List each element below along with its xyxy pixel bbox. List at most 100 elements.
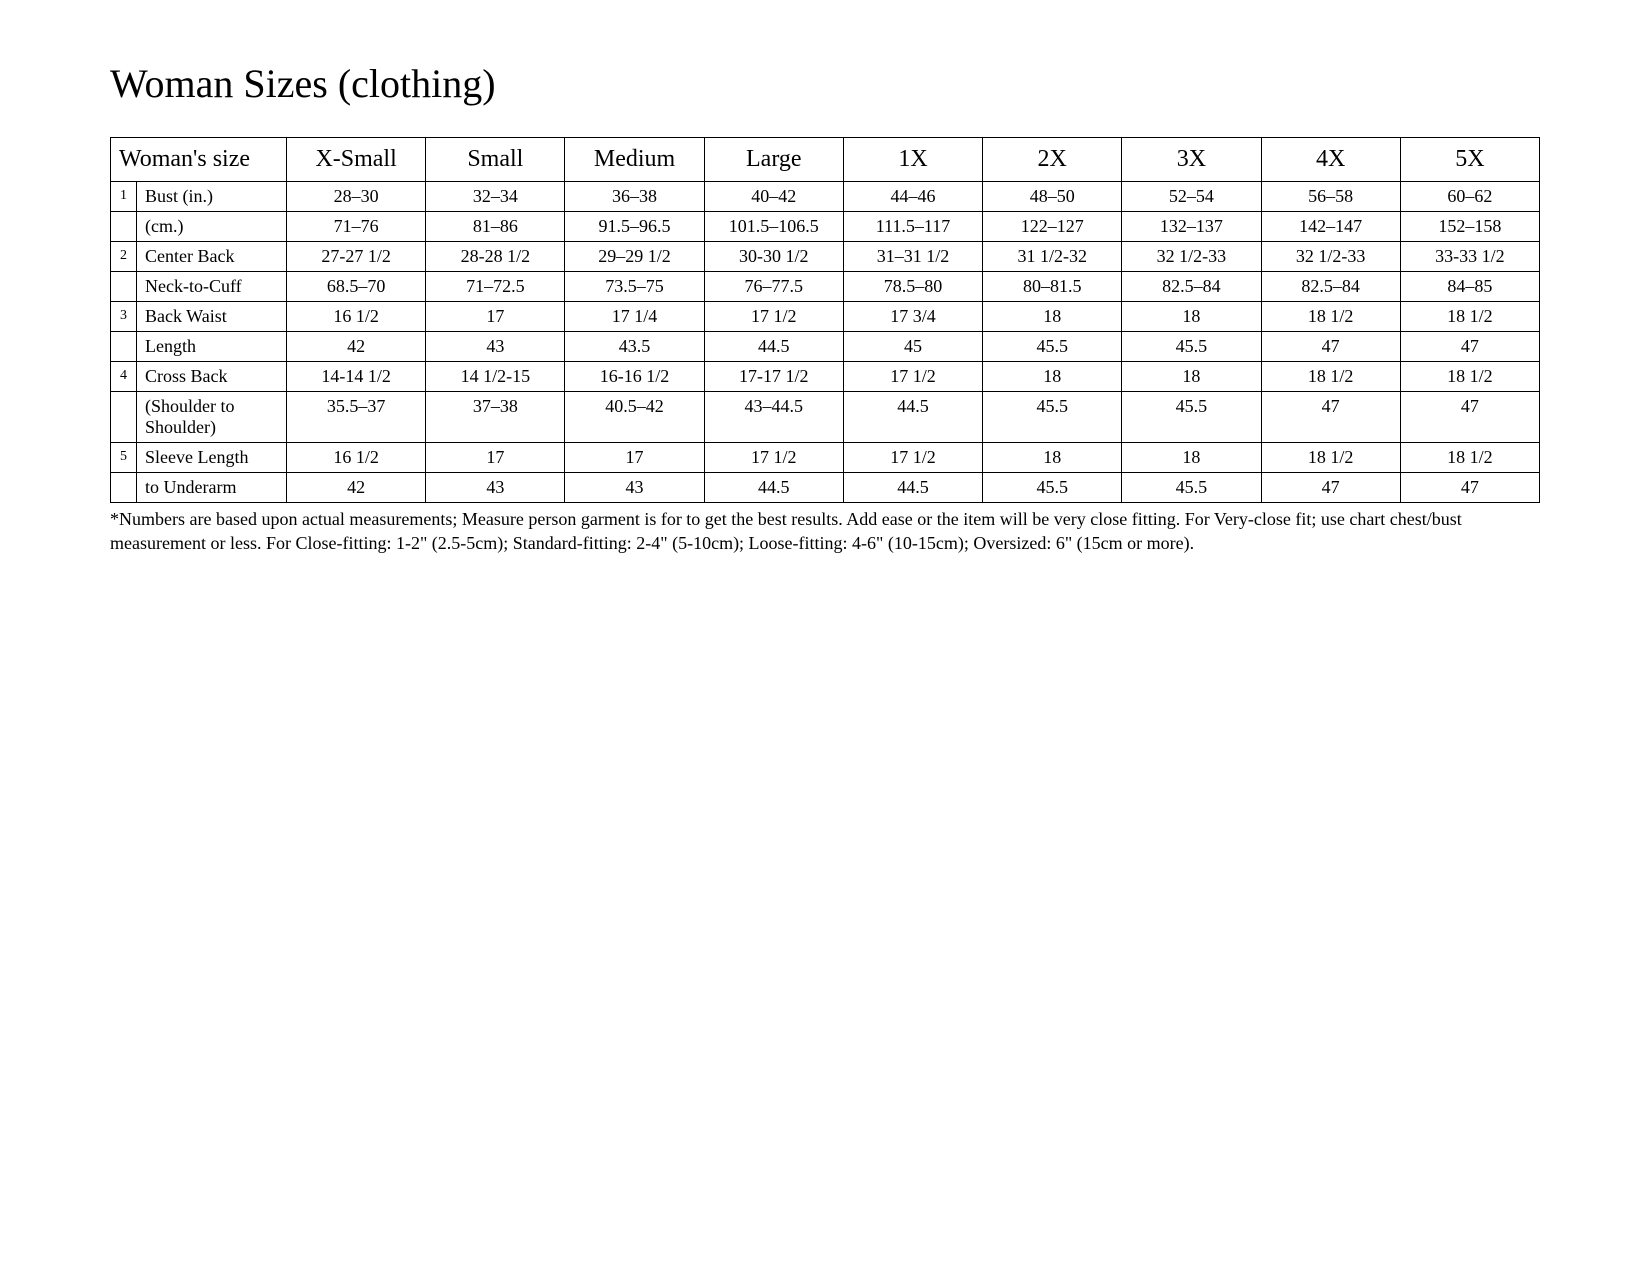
table-cell: 71–72.5 — [426, 272, 565, 302]
row-label: Center Back — [137, 242, 287, 272]
table-row: Length424343.544.54545.545.54747 — [111, 332, 1540, 362]
table-cell: 18 — [983, 443, 1122, 473]
table-cell: 17 — [426, 302, 565, 332]
table-row: 1Bust (in.)28–3032–3436–3840–4244–4648–5… — [111, 182, 1540, 212]
table-cell: 43.5 — [565, 332, 704, 362]
table-cell: 60–62 — [1400, 182, 1539, 212]
column-header: Small — [426, 138, 565, 182]
table-cell: 47 — [1400, 332, 1539, 362]
table-cell: 44.5 — [843, 392, 982, 443]
table-cell: 18 1/2 — [1261, 443, 1400, 473]
table-cell: 17-17 1/2 — [704, 362, 843, 392]
table-header-row: Woman's size X-Small Small Medium Large … — [111, 138, 1540, 182]
table-cell: 78.5–80 — [843, 272, 982, 302]
column-header: Woman's size — [111, 138, 287, 182]
table-cell: 32 1/2-33 — [1122, 242, 1261, 272]
table-cell: 18 1/2 — [1261, 362, 1400, 392]
row-number: 1 — [111, 182, 137, 212]
table-cell: 43–44.5 — [704, 392, 843, 443]
table-row: Neck-to-Cuff68.5–7071–72.573.5–7576–77.5… — [111, 272, 1540, 302]
table-cell: 42 — [287, 332, 426, 362]
table-cell: 16-16 1/2 — [565, 362, 704, 392]
table-row: 5Sleeve Length16 1/2171717 1/217 1/21818… — [111, 443, 1540, 473]
table-cell: 111.5–117 — [843, 212, 982, 242]
table-cell: 17 1/2 — [704, 302, 843, 332]
column-header: 3X — [1122, 138, 1261, 182]
page-title: Woman Sizes (clothing) — [110, 60, 1540, 107]
row-number: 2 — [111, 242, 137, 272]
table-cell: 73.5–75 — [565, 272, 704, 302]
column-header: X-Small — [287, 138, 426, 182]
column-header: Large — [704, 138, 843, 182]
table-cell: 31–31 1/2 — [843, 242, 982, 272]
row-number — [111, 272, 137, 302]
table-cell: 43 — [565, 473, 704, 503]
table-cell: 44–46 — [843, 182, 982, 212]
table-cell: 32–34 — [426, 182, 565, 212]
footnote-text: *Numbers are based upon actual measureme… — [110, 507, 1540, 556]
table-cell: 101.5–106.5 — [704, 212, 843, 242]
table-cell: 40.5–42 — [565, 392, 704, 443]
table-cell: 80–81.5 — [983, 272, 1122, 302]
column-header: 2X — [983, 138, 1122, 182]
table-cell: 132–137 — [1122, 212, 1261, 242]
table-cell: 37–38 — [426, 392, 565, 443]
row-label: Sleeve Length — [137, 443, 287, 473]
table-cell: 42 — [287, 473, 426, 503]
table-cell: 18 1/2 — [1400, 362, 1539, 392]
table-cell: 82.5–84 — [1261, 272, 1400, 302]
table-cell: 17 1/2 — [704, 443, 843, 473]
row-label: Neck-to-Cuff — [137, 272, 287, 302]
table-cell: 45.5 — [983, 332, 1122, 362]
table-cell: 30-30 1/2 — [704, 242, 843, 272]
table-cell: 36–38 — [565, 182, 704, 212]
table-cell: 43 — [426, 473, 565, 503]
table-row: 3Back Waist16 1/21717 1/417 1/217 3/4181… — [111, 302, 1540, 332]
column-header: 4X — [1261, 138, 1400, 182]
column-header: 1X — [843, 138, 982, 182]
column-header: Medium — [565, 138, 704, 182]
table-cell: 45.5 — [983, 392, 1122, 443]
row-label: Bust (in.) — [137, 182, 287, 212]
table-cell: 27-27 1/2 — [287, 242, 426, 272]
table-cell: 152–158 — [1400, 212, 1539, 242]
table-cell: 17 3/4 — [843, 302, 982, 332]
table-cell: 47 — [1400, 473, 1539, 503]
table-cell: 16 1/2 — [287, 443, 426, 473]
table-cell: 28–30 — [287, 182, 426, 212]
table-cell: 47 — [1261, 332, 1400, 362]
table-cell: 18 1/2 — [1400, 443, 1539, 473]
table-cell: 43 — [426, 332, 565, 362]
table-cell: 14-14 1/2 — [287, 362, 426, 392]
table-cell: 45 — [843, 332, 982, 362]
table-cell: 45.5 — [983, 473, 1122, 503]
table-cell: 18 — [1122, 362, 1261, 392]
table-cell: 68.5–70 — [287, 272, 426, 302]
table-cell: 91.5–96.5 — [565, 212, 704, 242]
table-cell: 142–147 — [1261, 212, 1400, 242]
table-cell: 28-28 1/2 — [426, 242, 565, 272]
row-label: to Underarm — [137, 473, 287, 503]
table-row: (cm.)71–7681–8691.5–96.5101.5–106.5111.5… — [111, 212, 1540, 242]
table-row: to Underarm42434344.544.545.545.54747 — [111, 473, 1540, 503]
table-cell: 17 — [426, 443, 565, 473]
table-cell: 45.5 — [1122, 332, 1261, 362]
column-header: 5X — [1400, 138, 1539, 182]
table-cell: 47 — [1261, 392, 1400, 443]
table-cell: 45.5 — [1122, 392, 1261, 443]
row-number — [111, 392, 137, 443]
table-cell: 47 — [1261, 473, 1400, 503]
row-number: 5 — [111, 443, 137, 473]
table-cell: 44.5 — [704, 473, 843, 503]
row-label: Length — [137, 332, 287, 362]
row-label: (cm.) — [137, 212, 287, 242]
row-label: Cross Back — [137, 362, 287, 392]
table-cell: 122–127 — [983, 212, 1122, 242]
table-cell: 18 — [1122, 443, 1261, 473]
table-cell: 40–42 — [704, 182, 843, 212]
table-cell: 82.5–84 — [1122, 272, 1261, 302]
table-cell: 47 — [1400, 392, 1539, 443]
table-cell: 76–77.5 — [704, 272, 843, 302]
table-cell: 18 — [983, 362, 1122, 392]
row-number — [111, 332, 137, 362]
